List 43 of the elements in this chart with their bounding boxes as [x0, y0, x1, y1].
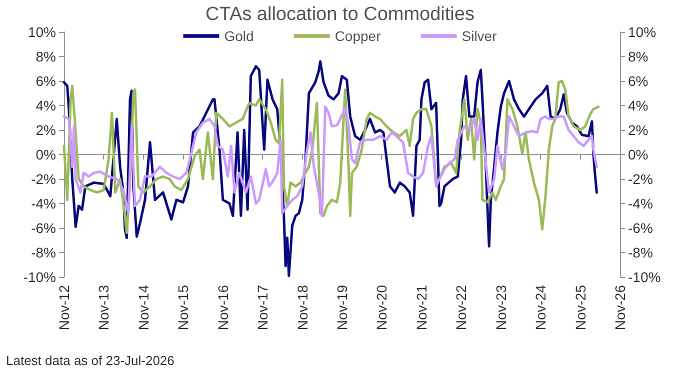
y-tick-label: -10%	[23, 269, 56, 285]
text: Latest data as of 23-Jul-2026	[6, 353, 174, 368]
x-tick-label: Nov-13	[96, 284, 112, 330]
x-tick-label: Nov-21	[413, 284, 430, 330]
y2-tick-label: 8%	[628, 48, 648, 64]
y2-tick-label: -2%	[628, 171, 653, 187]
y-tick-label: 6%	[36, 73, 56, 89]
x-tick-label: Nov-17	[254, 284, 271, 330]
y2-tick-label: 4%	[628, 98, 648, 114]
line-series	[62, 105, 598, 217]
x-tick-label: Nov-18	[294, 284, 310, 330]
y2-tick-label: -10%	[628, 269, 661, 285]
y-tick-label: -4%	[31, 196, 56, 212]
y2-tick-label: 0%	[628, 146, 648, 162]
x-tick-label: Nov-24	[532, 284, 549, 330]
x-tick-label: Nov-15	[175, 284, 192, 330]
y-tick-label: 10%	[28, 24, 56, 40]
y2-tick-label: 10%	[628, 24, 656, 40]
x-tick-label: Nov-20	[374, 284, 390, 330]
y2-tick-label: -8%	[628, 244, 653, 260]
y-tick-label: 2%	[36, 122, 56, 138]
y-tick-label: 8%	[36, 48, 56, 64]
y-tick-label: -8%	[31, 244, 56, 260]
x-tick-label: Nov-14	[135, 284, 152, 330]
y-tick-label: 0%	[36, 146, 56, 162]
x-tick-label: Nov-25	[572, 284, 588, 330]
y2-tick-label: -4%	[628, 196, 653, 212]
y-tick-label: -6%	[31, 220, 56, 236]
x-tick-label: Nov-12	[56, 284, 72, 330]
legend-label: Copper	[334, 28, 382, 44]
x-tick-label: Nov-23	[492, 284, 509, 330]
legend-label: Gold	[224, 28, 254, 44]
x-tick-label: Nov-16	[214, 284, 231, 330]
x-tick-label: Nov-26	[612, 284, 628, 330]
x-tick-label: Nov-19	[334, 284, 350, 330]
y2-tick-label: 6%	[628, 73, 648, 89]
y-tick-label: -2%	[31, 171, 56, 187]
x-tick-label: Nov-22	[453, 284, 470, 330]
y-tick-label: 4%	[36, 98, 56, 114]
y2-tick-label: -6%	[628, 220, 653, 236]
legend-label: Silver	[462, 28, 498, 44]
y2-tick-label: 2%	[628, 122, 648, 138]
chart-title: CTAs allocation to Commodities	[206, 4, 474, 25]
